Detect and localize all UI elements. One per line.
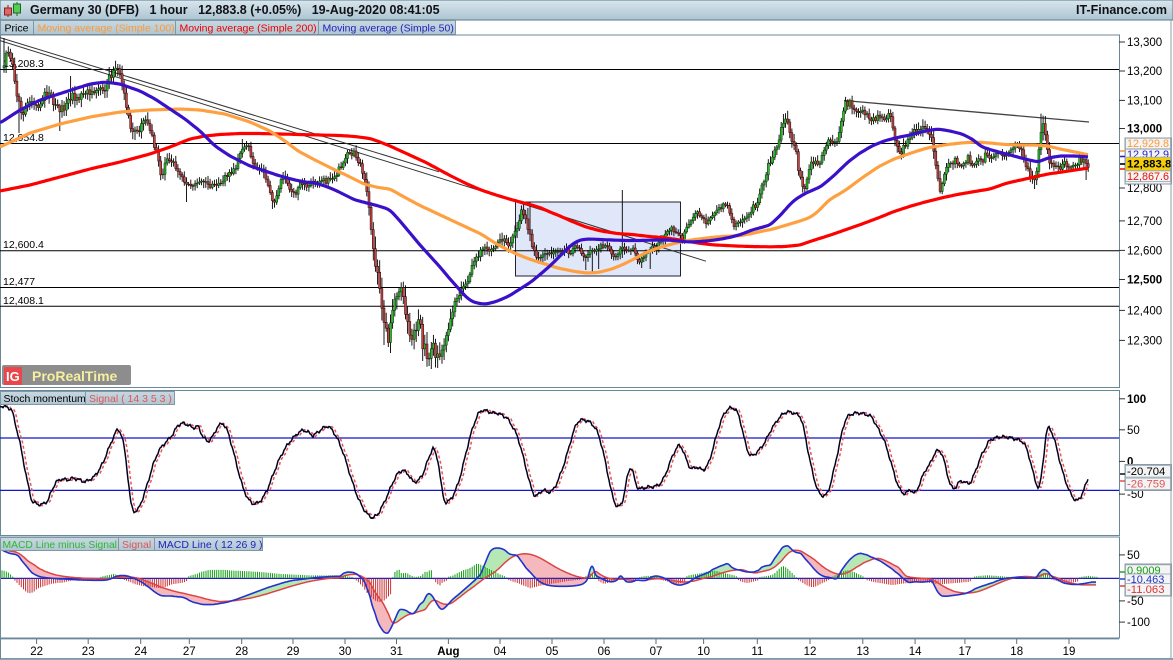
svg-text:-26.759: -26.759	[1127, 478, 1165, 490]
svg-text:100: 100	[1127, 394, 1146, 406]
svg-text:Germany 30 (DFB) 1 hour 12: Germany 30 (DFB) 1 hour 12,883.8 (+0.05%…	[30, 3, 440, 17]
svg-text:50: 50	[1127, 550, 1140, 562]
svg-text:-10.463: -10.463	[1127, 574, 1164, 586]
svg-text:Moving average (Simple 200): Moving average (Simple 200)	[180, 23, 317, 35]
svg-text:24: 24	[134, 646, 147, 658]
svg-text:Moving average (Simple 50): Moving average (Simple 50)	[323, 23, 454, 35]
svg-text:MACD Line minus Signal: MACD Line minus Signal	[3, 540, 117, 551]
svg-text:Price: Price	[5, 23, 29, 35]
svg-text:Aug: Aug	[437, 646, 459, 658]
svg-text:12,300: 12,300	[1127, 335, 1162, 347]
svg-text:Signal: Signal	[122, 539, 151, 551]
svg-text:12,867.6: 12,867.6	[1127, 171, 1169, 183]
svg-text:Stoch momentum: Stoch momentum	[4, 393, 87, 405]
svg-text:05: 05	[546, 646, 559, 658]
svg-text:12,477: 12,477	[3, 276, 35, 288]
svg-text:12,929.8: 12,929.8	[1127, 138, 1169, 150]
svg-text:13,200: 13,200	[1127, 66, 1162, 78]
svg-text:28: 28	[235, 646, 248, 658]
svg-text:27: 27	[183, 646, 196, 658]
svg-text:12,600: 12,600	[1127, 245, 1162, 257]
svg-text:14: 14	[909, 646, 922, 658]
svg-text:-50: -50	[1127, 596, 1144, 608]
svg-text:04: 04	[494, 646, 507, 658]
svg-text:MACD Line ( 12 26 9 ): MACD Line ( 12 26 9 )	[158, 539, 262, 551]
svg-text:IT-Finance.com: IT-Finance.com	[1076, 3, 1167, 17]
svg-text:12,400: 12,400	[1127, 305, 1162, 317]
svg-text:13,000: 13,000	[1127, 124, 1162, 136]
svg-text:-50: -50	[1127, 489, 1144, 501]
svg-text:17: 17	[959, 646, 972, 658]
svg-text:31: 31	[390, 646, 403, 658]
svg-text:IG: IG	[6, 369, 20, 384]
svg-text:19: 19	[1063, 646, 1076, 658]
svg-text:-20.704: -20.704	[1127, 466, 1165, 478]
svg-text:06: 06	[598, 646, 611, 658]
svg-text:29: 29	[287, 646, 300, 658]
svg-text:13,300: 13,300	[1127, 37, 1162, 49]
svg-text:10: 10	[697, 646, 710, 658]
svg-text:12,600.4: 12,600.4	[3, 239, 44, 251]
svg-text:50: 50	[1127, 425, 1140, 437]
svg-text:11: 11	[751, 646, 763, 658]
svg-text:13,100: 13,100	[1127, 95, 1162, 107]
svg-text:22: 22	[30, 646, 43, 658]
svg-text:0: 0	[1127, 456, 1133, 468]
svg-text:30: 30	[339, 646, 352, 658]
svg-text:13: 13	[856, 646, 869, 658]
svg-text:Signal ( 14 3 5 3 ): Signal ( 14 3 5 3 )	[89, 393, 172, 405]
svg-text:12: 12	[804, 646, 817, 658]
svg-text:18: 18	[1010, 646, 1023, 658]
svg-text:-100: -100	[1127, 617, 1150, 629]
svg-text:12,883.8: 12,883.8	[1127, 159, 1171, 171]
svg-text:ProRealTime: ProRealTime	[32, 368, 118, 384]
svg-text:Moving average (Simple 100): Moving average (Simple 100)	[38, 23, 175, 35]
svg-text:12,500: 12,500	[1127, 275, 1162, 287]
svg-text:12,800: 12,800	[1127, 183, 1162, 195]
svg-text:07: 07	[650, 646, 663, 658]
svg-text:23: 23	[82, 646, 95, 658]
svg-text:12,408.1: 12,408.1	[3, 295, 44, 307]
svg-text:-11.063: -11.063	[1127, 584, 1164, 596]
svg-text:12,700: 12,700	[1127, 216, 1162, 228]
svg-text:13,208.3: 13,208.3	[3, 58, 44, 70]
